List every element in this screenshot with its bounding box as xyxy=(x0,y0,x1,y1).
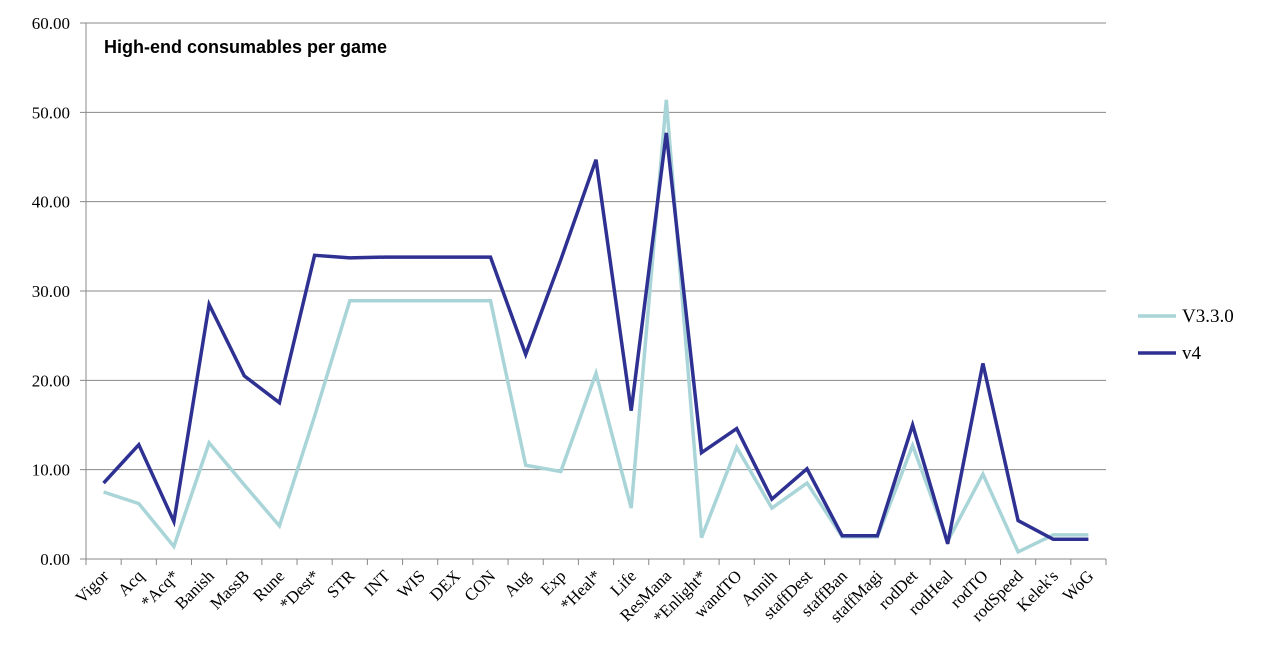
legend-label: v4 xyxy=(1182,343,1202,364)
y-tick-label: 30.00 xyxy=(32,282,70,301)
x-tick-label: Banish xyxy=(171,566,218,613)
x-tick-label: DEX xyxy=(426,566,464,604)
x-tick-label: *Dest* xyxy=(276,566,323,613)
series-line-v4 xyxy=(102,132,1089,545)
x-tick-label: *Heal* xyxy=(557,566,605,614)
x-tick-label: Vigor xyxy=(72,566,113,607)
x-tick-label: INT xyxy=(360,566,394,600)
x-tick-label: STR xyxy=(323,566,359,602)
y-tick-label: 40.00 xyxy=(32,193,70,212)
legend-label: V3.3.0 xyxy=(1182,306,1234,327)
x-tick-label: MassB xyxy=(206,566,253,613)
series-line-v3-3-0 xyxy=(103,99,1089,555)
y-tick-label: 20.00 xyxy=(32,371,70,390)
y-tick-label: 60.00 xyxy=(32,14,70,33)
y-tick-label: 0.00 xyxy=(40,550,70,569)
x-tick-label: WoG xyxy=(1059,566,1098,605)
x-tick-label: CON xyxy=(460,566,499,605)
x-tick-label: Aug xyxy=(500,566,534,600)
x-tick-label: WIS xyxy=(393,566,428,601)
chart-title: High-end consumables per game xyxy=(104,37,387,57)
y-tick-label: 50.00 xyxy=(32,103,70,122)
y-tick-label: 10.00 xyxy=(32,461,70,480)
